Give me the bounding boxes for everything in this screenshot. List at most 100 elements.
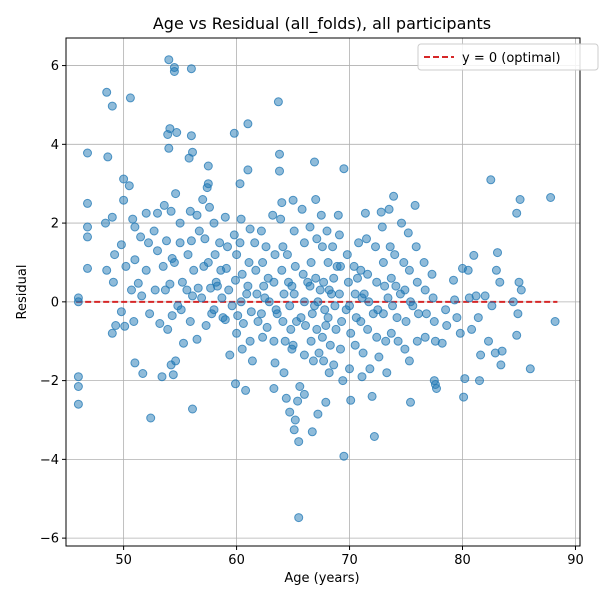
data-point xyxy=(403,228,413,238)
data-point xyxy=(368,309,378,319)
data-point xyxy=(285,301,295,311)
data-point xyxy=(186,131,196,141)
data-point xyxy=(310,157,319,167)
data-point xyxy=(332,261,342,271)
data-point xyxy=(136,232,146,242)
data-point xyxy=(383,293,393,303)
data-point xyxy=(306,258,316,267)
data-point xyxy=(442,321,452,330)
data-point xyxy=(386,328,396,338)
data-point xyxy=(159,200,169,210)
data-point xyxy=(330,301,340,311)
data-point xyxy=(168,370,178,380)
y-tick-label: 0 xyxy=(51,295,59,310)
data-point xyxy=(359,289,369,299)
data-point xyxy=(385,242,395,252)
data-point xyxy=(243,119,253,129)
data-point xyxy=(209,218,219,228)
data-point xyxy=(101,218,110,228)
data-point xyxy=(232,250,242,260)
data-point xyxy=(256,226,266,236)
data-point xyxy=(310,301,319,311)
data-point xyxy=(298,269,308,279)
data-point xyxy=(130,255,140,265)
data-point xyxy=(223,242,232,252)
data-point xyxy=(334,230,344,240)
data-point xyxy=(493,248,502,258)
data-point xyxy=(141,265,151,275)
data-point xyxy=(237,344,247,354)
y-tick-label: −4 xyxy=(40,453,59,468)
data-point xyxy=(495,277,505,287)
data-point xyxy=(203,161,213,171)
data-point xyxy=(295,382,305,391)
data-point xyxy=(231,379,240,389)
data-point xyxy=(386,273,396,283)
data-point xyxy=(357,372,367,382)
data-point xyxy=(350,340,360,350)
data-point xyxy=(512,330,522,340)
data-point xyxy=(73,297,83,307)
data-point xyxy=(235,179,245,189)
data-point xyxy=(188,291,197,301)
data-point xyxy=(289,289,299,299)
data-point xyxy=(411,242,421,252)
legend-entry: y = 0 (optimal) xyxy=(462,51,561,66)
data-point xyxy=(288,195,298,205)
data-point xyxy=(342,250,352,260)
data-point xyxy=(339,451,349,461)
data-point xyxy=(303,277,313,287)
data-point xyxy=(233,311,243,321)
data-point xyxy=(138,369,148,378)
data-point xyxy=(107,101,117,111)
data-point xyxy=(83,148,92,158)
data-point xyxy=(328,242,338,252)
data-point xyxy=(277,265,287,275)
data-point xyxy=(321,397,331,407)
data-point xyxy=(372,277,382,287)
data-point xyxy=(169,258,179,267)
data-point xyxy=(299,297,309,307)
data-point xyxy=(171,356,181,366)
data-point xyxy=(102,265,112,275)
data-point xyxy=(185,317,195,326)
data-point xyxy=(315,285,325,295)
data-point xyxy=(83,198,92,208)
data-point xyxy=(308,356,318,366)
data-point xyxy=(200,234,210,244)
data-point xyxy=(314,348,324,358)
data-point xyxy=(232,328,242,338)
data-point xyxy=(172,128,182,137)
data-point xyxy=(525,364,535,374)
data-point xyxy=(164,55,174,65)
data-point xyxy=(183,250,193,260)
data-point xyxy=(313,409,323,419)
data-point xyxy=(339,164,349,174)
data-point xyxy=(336,344,345,354)
data-point xyxy=(243,165,253,175)
data-point xyxy=(275,166,284,176)
data-point xyxy=(116,307,126,317)
data-point xyxy=(412,277,422,287)
data-point xyxy=(496,360,506,370)
data-point xyxy=(169,67,179,76)
data-point xyxy=(353,273,362,283)
data-point xyxy=(290,261,300,271)
data-point xyxy=(441,305,451,315)
data-point xyxy=(325,340,335,350)
data-point xyxy=(245,224,255,234)
data-point xyxy=(192,334,202,344)
data-point xyxy=(177,277,187,287)
data-point xyxy=(278,242,288,252)
data-point xyxy=(486,175,496,185)
data-point xyxy=(73,372,83,382)
data-point xyxy=(378,309,388,319)
data-point xyxy=(201,321,211,330)
data-point xyxy=(306,336,316,346)
data-point xyxy=(171,189,181,199)
data-point xyxy=(390,250,400,260)
data-point xyxy=(380,281,390,291)
data-point xyxy=(224,285,234,295)
data-point xyxy=(307,427,317,437)
data-point xyxy=(471,291,481,301)
